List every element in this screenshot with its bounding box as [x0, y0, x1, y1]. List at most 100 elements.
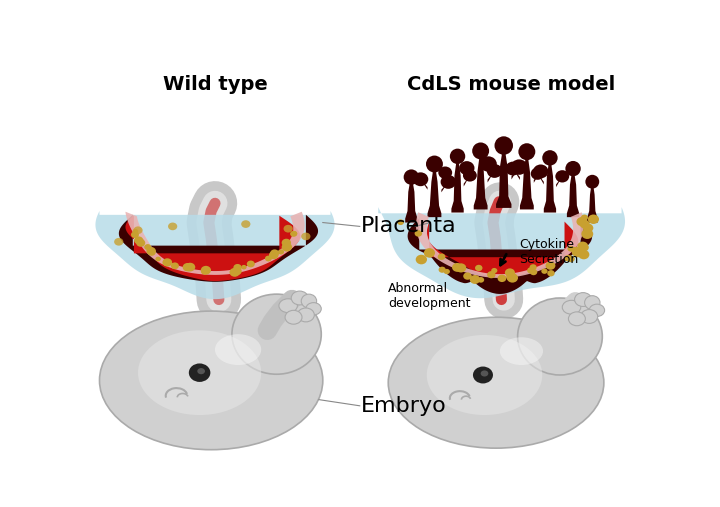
Ellipse shape — [265, 256, 272, 262]
Ellipse shape — [578, 250, 590, 259]
Ellipse shape — [301, 294, 317, 308]
Ellipse shape — [292, 231, 297, 236]
Polygon shape — [125, 212, 305, 275]
Ellipse shape — [463, 169, 477, 182]
Text: Wild type: Wild type — [163, 75, 267, 94]
Ellipse shape — [138, 331, 261, 415]
Polygon shape — [451, 153, 464, 212]
Polygon shape — [587, 178, 598, 223]
Ellipse shape — [270, 249, 279, 257]
Ellipse shape — [438, 267, 446, 273]
Ellipse shape — [498, 275, 506, 282]
Ellipse shape — [567, 246, 574, 251]
Polygon shape — [125, 215, 300, 281]
Polygon shape — [513, 168, 520, 180]
Ellipse shape — [189, 364, 210, 382]
Ellipse shape — [241, 265, 247, 269]
Polygon shape — [488, 164, 496, 176]
Text: Embryo: Embryo — [361, 396, 447, 416]
Ellipse shape — [567, 256, 575, 262]
Ellipse shape — [450, 149, 465, 164]
Ellipse shape — [438, 166, 452, 179]
Ellipse shape — [279, 299, 297, 313]
Polygon shape — [408, 214, 592, 294]
Ellipse shape — [562, 300, 581, 314]
Ellipse shape — [269, 251, 279, 259]
Ellipse shape — [585, 175, 599, 189]
Ellipse shape — [230, 268, 240, 277]
Ellipse shape — [232, 294, 321, 374]
Ellipse shape — [588, 214, 599, 224]
Text: CdLS mouse model: CdLS mouse model — [408, 75, 616, 94]
Ellipse shape — [282, 243, 292, 251]
Ellipse shape — [215, 334, 261, 365]
Ellipse shape — [146, 247, 156, 255]
Ellipse shape — [572, 247, 584, 257]
Polygon shape — [416, 212, 584, 278]
Ellipse shape — [564, 255, 572, 262]
Ellipse shape — [171, 263, 179, 269]
Ellipse shape — [582, 224, 593, 233]
Ellipse shape — [452, 263, 462, 272]
Ellipse shape — [581, 214, 588, 221]
Ellipse shape — [463, 272, 472, 280]
Ellipse shape — [291, 291, 308, 305]
Polygon shape — [496, 142, 511, 208]
Ellipse shape — [278, 249, 284, 255]
Ellipse shape — [546, 262, 555, 270]
Polygon shape — [119, 215, 318, 282]
Ellipse shape — [473, 367, 493, 383]
Ellipse shape — [585, 296, 600, 310]
Ellipse shape — [527, 267, 534, 274]
Ellipse shape — [487, 271, 495, 278]
Polygon shape — [556, 176, 562, 187]
Ellipse shape — [487, 164, 503, 178]
Ellipse shape — [99, 311, 323, 450]
Ellipse shape — [480, 156, 497, 172]
Ellipse shape — [555, 170, 570, 183]
Ellipse shape — [282, 239, 291, 247]
Ellipse shape — [201, 269, 209, 275]
Ellipse shape — [580, 220, 590, 228]
Polygon shape — [487, 171, 495, 183]
Ellipse shape — [542, 150, 558, 166]
Polygon shape — [511, 167, 519, 179]
Ellipse shape — [284, 225, 293, 233]
Ellipse shape — [456, 263, 467, 272]
Ellipse shape — [533, 164, 549, 178]
Ellipse shape — [201, 266, 211, 275]
Polygon shape — [467, 168, 474, 179]
Polygon shape — [445, 173, 451, 184]
Text: Placenta: Placenta — [361, 216, 457, 236]
Polygon shape — [420, 179, 428, 190]
Ellipse shape — [505, 162, 521, 175]
Ellipse shape — [580, 244, 589, 251]
Ellipse shape — [233, 267, 242, 275]
Ellipse shape — [530, 264, 536, 270]
Polygon shape — [464, 175, 470, 187]
Ellipse shape — [133, 227, 143, 234]
Ellipse shape — [247, 261, 255, 267]
Ellipse shape — [510, 159, 528, 175]
Ellipse shape — [577, 241, 588, 251]
Ellipse shape — [475, 265, 482, 271]
Ellipse shape — [589, 304, 605, 316]
Ellipse shape — [530, 269, 537, 275]
Ellipse shape — [581, 310, 598, 323]
Text: Cytokine
Secretion: Cytokine Secretion — [519, 238, 578, 266]
Polygon shape — [474, 148, 487, 209]
Ellipse shape — [132, 229, 138, 234]
Polygon shape — [96, 211, 335, 299]
Ellipse shape — [577, 217, 588, 226]
Ellipse shape — [427, 335, 542, 415]
Ellipse shape — [301, 233, 310, 240]
Polygon shape — [441, 182, 449, 192]
Ellipse shape — [404, 169, 419, 185]
Ellipse shape — [481, 371, 488, 377]
Ellipse shape — [505, 268, 515, 277]
Ellipse shape — [459, 161, 474, 175]
Ellipse shape — [568, 312, 585, 325]
Ellipse shape — [413, 172, 428, 186]
Ellipse shape — [388, 317, 604, 448]
Ellipse shape — [134, 236, 143, 244]
